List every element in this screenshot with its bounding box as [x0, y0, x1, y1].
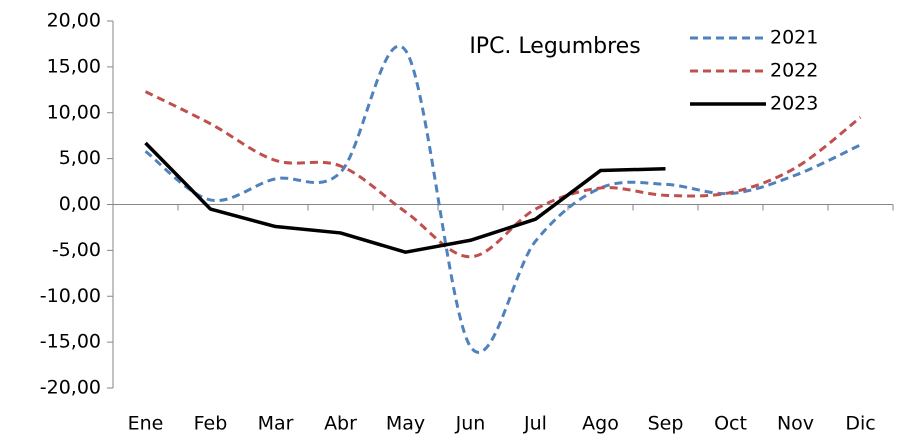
y-tick-label: 0,00 — [59, 193, 101, 215]
legend-label: 2021 — [770, 27, 818, 49]
x-tick-label: Jun — [455, 413, 486, 435]
y-tick-label: -5,00 — [52, 239, 101, 261]
chart-title: IPC. Legumbres — [469, 34, 640, 59]
y-tick-label: -15,00 — [40, 331, 101, 353]
y-tick-label: 5,00 — [59, 147, 101, 169]
y-tick-label: 15,00 — [47, 55, 101, 77]
x-tick-label: Ago — [582, 413, 619, 435]
x-tick-label: Ene — [128, 413, 164, 435]
y-tick-label: 20,00 — [47, 10, 101, 32]
y-tick-label: -20,00 — [40, 377, 101, 399]
x-tick-label: Mar — [258, 413, 294, 435]
series-line — [144, 90, 862, 259]
x-tick-label: May — [386, 413, 425, 435]
x-tick-label: Dic — [845, 413, 875, 435]
legend-label: 2022 — [770, 60, 818, 82]
series-line — [144, 141, 666, 254]
x-tick-label: Feb — [194, 413, 228, 435]
x-tick-label: Jul — [523, 413, 547, 435]
series-line — [144, 45, 862, 354]
x-tick-label: Abr — [324, 413, 357, 435]
legend-label: 2023 — [770, 93, 818, 115]
x-tick-label: Nov — [777, 413, 814, 435]
y-tick-label: 10,00 — [47, 101, 101, 123]
x-tick-label: Oct — [714, 413, 747, 435]
y-tick-label: -10,00 — [40, 285, 101, 307]
x-tick-label: Sep — [648, 413, 684, 435]
